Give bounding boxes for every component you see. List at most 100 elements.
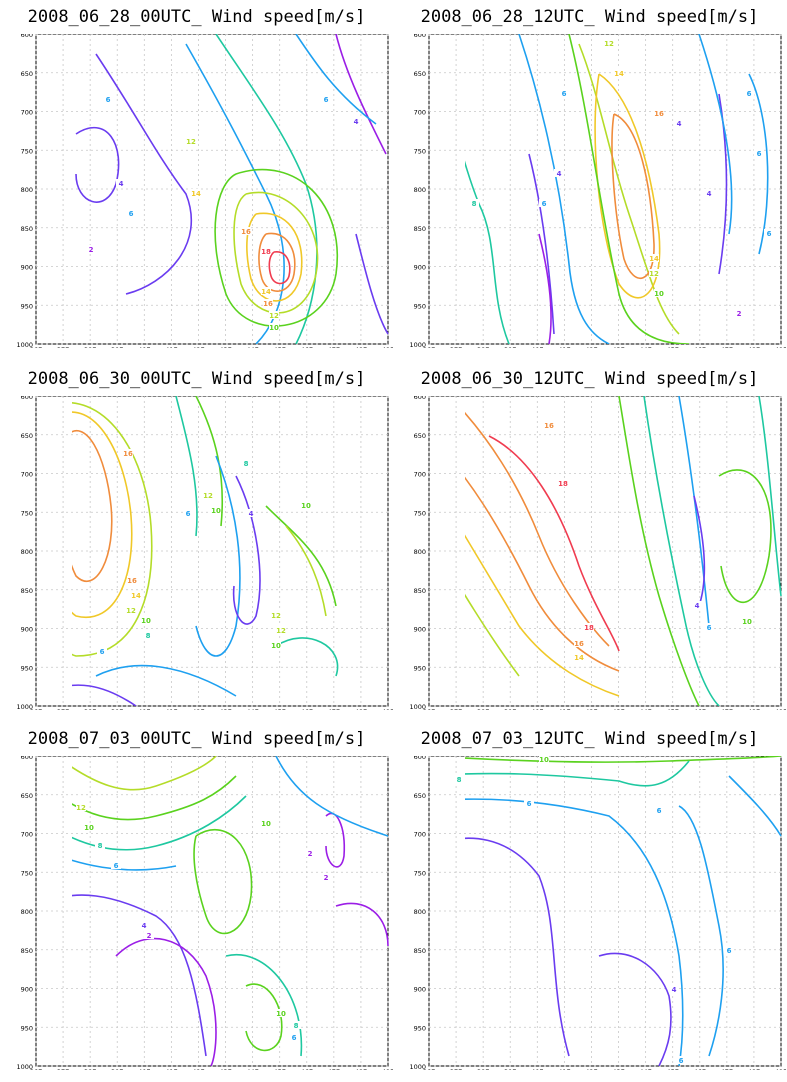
contour-label-bg: [614, 69, 624, 77]
contour-label-bg: [604, 39, 614, 47]
contour-label-bg: [351, 117, 361, 125]
contour-label-bg: [86, 245, 96, 253]
contour-label: 12: [186, 138, 196, 146]
x-tick-label: 44E: [639, 1068, 651, 1070]
contour-label: 10: [539, 756, 549, 764]
contour-label: 4: [119, 180, 124, 188]
y-tick-label: 650: [21, 792, 33, 800]
x-tick-label: 48E: [355, 708, 367, 710]
contour-line-2: [335, 34, 387, 155]
contour-label: 16: [123, 450, 133, 458]
contour-label-bg: [724, 946, 734, 954]
chart-panel-6: 2008_07_03_12UTC_ Wind speed[m/s] 36E 37E…: [393, 722, 786, 1082]
y-tick-label: 700: [414, 831, 426, 839]
contour-line-10: [245, 983, 283, 1052]
contour-line-6: [465, 798, 684, 1066]
contour-label-bg: [454, 775, 464, 783]
x-tick-label: 40E: [138, 1068, 150, 1070]
y-tick-label: 1000: [16, 1063, 33, 1070]
contour-label-bg: [276, 1009, 286, 1017]
contour-label: 4: [695, 602, 700, 610]
x-tick-label: 48E: [355, 1068, 367, 1070]
x-tick-label: 49E: [775, 346, 786, 348]
y-tick-label: 800: [21, 548, 33, 556]
contour-label: 2: [737, 310, 742, 318]
contour-label: 18: [584, 624, 594, 632]
x-tick-label: 38E: [84, 1068, 96, 1070]
contour-plot: 36E 37E 38E 39E 40E 41E 42E 43E 44E 45E 46E 47E 48E 4…: [409, 34, 786, 348]
contour-line-10: [618, 396, 700, 706]
x-tick-label: 42E: [585, 1068, 597, 1070]
x-tick-label: 48E: [355, 346, 367, 348]
x-tick-label: 43E: [219, 708, 231, 710]
contour-line-14: [465, 534, 620, 697]
contour-label-bg: [301, 501, 311, 509]
y-tick-label: 850: [21, 587, 33, 595]
contour-label-bg: [203, 491, 213, 499]
y-tick-label: 750: [414, 147, 426, 155]
contour-line-12: [285, 525, 327, 617]
x-tick-label: 44E: [246, 708, 258, 710]
contour-label-bg: [305, 849, 315, 857]
contour-label: 12: [269, 312, 279, 320]
contour-label-bg: [544, 421, 554, 429]
contour-line-12: [578, 43, 680, 335]
x-tick-label: 38E: [84, 708, 96, 710]
x-tick-label: 37E: [450, 346, 462, 348]
contour-label: 2: [89, 246, 94, 254]
contour-line-6: [698, 34, 733, 235]
contour-line-4: [72, 684, 137, 706]
x-tick-label: 39E: [504, 708, 516, 710]
contour-label: 14: [261, 288, 271, 296]
contour-plot: 36E 37E 38E 39E 40E 41E 42E 43E 44E 45E 46E 47E 48E 4…: [16, 34, 393, 348]
x-tick-label: 43E: [612, 1068, 624, 1070]
contour-label: 12: [76, 804, 86, 812]
contour-label-bg: [291, 1021, 301, 1029]
y-tick-label: 800: [21, 186, 33, 194]
contour-line-16: [465, 476, 620, 672]
x-tick-label: 47E: [328, 708, 340, 710]
chart-title: 2008_07_03_12UTC_ Wind speed[m/s]: [420, 729, 759, 749]
x-tick-label: 48E: [748, 708, 760, 710]
contour-label: 12: [271, 612, 281, 620]
x-tick-label: 42E: [192, 1068, 204, 1070]
contour-label-bg: [744, 89, 754, 97]
contour-line-10: [214, 168, 339, 327]
contour-label-bg: [241, 459, 251, 467]
x-tick-label: 36E: [423, 708, 435, 710]
contour-label-bg: [271, 611, 281, 619]
contour-line-16: [465, 411, 610, 647]
contour-line-10: [718, 469, 772, 604]
y-tick-label: 1000: [409, 703, 426, 710]
y-tick-label: 1000: [16, 703, 33, 710]
contour-label: 16: [574, 640, 584, 648]
y-tick-label: 900: [414, 626, 426, 634]
contour-line-14: [246, 212, 303, 302]
contour-line-6: [748, 73, 769, 255]
contour-label: 10: [271, 642, 281, 650]
x-tick-label: 40E: [531, 1068, 543, 1070]
contour-label: 2: [147, 932, 152, 940]
x-tick-label: 41E: [558, 346, 570, 348]
contour-label: 12: [604, 40, 614, 48]
chart-panel-4: 2008_06_30_12UTC_ Wind speed[m/s] 36E 37E…: [393, 362, 786, 722]
contour-label-bg: [95, 841, 105, 849]
x-tick-label: 44E: [246, 1068, 258, 1070]
x-tick-label: 39E: [504, 1068, 516, 1070]
y-tick-label: 800: [414, 908, 426, 916]
x-tick-label: 38E: [477, 346, 489, 348]
contour-label-bg: [269, 311, 279, 319]
contour-label-bg: [469, 199, 479, 207]
x-tick-label: 36E: [30, 1068, 42, 1070]
contour-label: 4: [249, 510, 254, 518]
contour-label: 16: [263, 300, 273, 308]
contour-label-bg: [141, 616, 151, 624]
contour-line-12: [72, 756, 217, 791]
contour-label: 6: [727, 947, 732, 955]
contour-label-bg: [764, 229, 774, 237]
y-tick-label: 900: [414, 986, 426, 994]
contour-label: 2: [324, 874, 329, 882]
x-tick-label: 40E: [531, 708, 543, 710]
contour-label-bg: [734, 309, 744, 317]
x-tick-label: 46E: [694, 1068, 706, 1070]
